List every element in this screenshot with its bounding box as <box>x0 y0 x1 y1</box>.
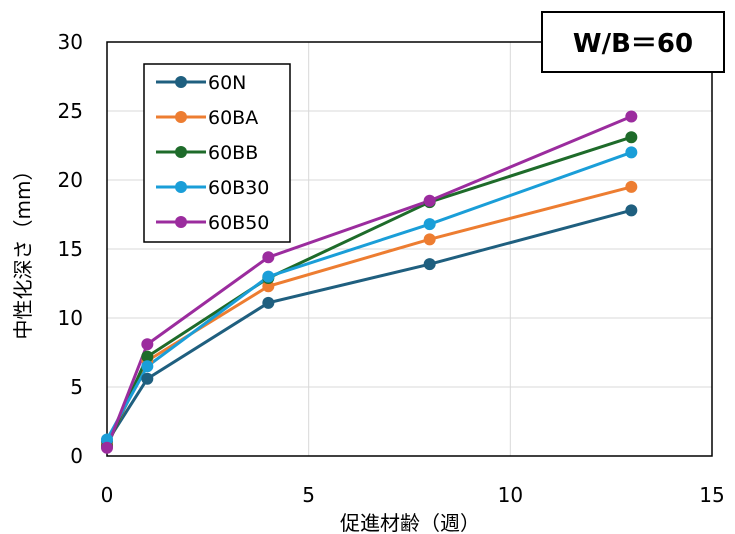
data-point-60B30 <box>423 218 436 231</box>
data-point-60B50 <box>625 110 638 123</box>
data-point-60BA <box>262 280 275 293</box>
y-tick-labels: 0 5 10 15 20 25 30 <box>58 30 83 468</box>
legend-items: 60N 60BA 60BB 60B30 60B50 <box>156 72 269 234</box>
series-points <box>101 110 638 454</box>
legend-label: 60BB <box>208 142 258 164</box>
data-point-60B50 <box>141 338 154 351</box>
y-tick-label: 30 <box>58 30 83 54</box>
data-point-60BA <box>625 180 638 193</box>
data-point-60B30 <box>101 433 113 446</box>
chart-title: W/B＝60 <box>573 29 693 59</box>
x-tick-labels: 0 5 10 15 <box>101 483 725 507</box>
y-tick-label: 25 <box>58 99 83 123</box>
data-point-60BA <box>423 233 436 246</box>
data-point-60B50 <box>262 251 275 264</box>
y-tick-label: 10 <box>58 306 83 330</box>
legend-label: 60B30 <box>208 177 269 199</box>
plot-area-border <box>106 41 713 457</box>
data-point-60N <box>141 372 154 385</box>
x-tick-label: 15 <box>699 483 724 507</box>
legend: 60N 60BA 60BB 60B30 60B50 <box>143 63 291 243</box>
data-point-60B50 <box>101 441 113 454</box>
title-box: W/B＝60 <box>541 11 725 73</box>
data-point-60BB <box>141 350 154 363</box>
x-tick-label: 10 <box>498 483 523 507</box>
data-point-60B30 <box>141 360 154 373</box>
data-point-60N <box>262 296 275 309</box>
legend-swatch-marker <box>175 146 187 158</box>
x-axis-title: 促進材齢（週） <box>340 511 480 534</box>
x-tick-label: 5 <box>302 483 315 507</box>
data-point-60B30 <box>262 270 275 283</box>
legend-label: 60N <box>208 72 246 94</box>
x-tick-label: 0 <box>101 483 114 507</box>
legend-label: 60BA <box>208 107 258 129</box>
legend-swatch-marker <box>175 216 187 228</box>
y-tick-label: 20 <box>58 168 83 192</box>
legend-swatch-marker <box>175 111 187 123</box>
legend-label: 60B50 <box>208 212 269 234</box>
y-tick-label: 15 <box>58 237 83 261</box>
legend-swatch-marker <box>175 181 187 193</box>
data-point-60BB <box>625 131 638 144</box>
legend-swatch-marker <box>175 76 187 88</box>
data-point-60N <box>423 258 436 271</box>
y-tick-label: 5 <box>70 375 83 399</box>
y-tick-label: 0 <box>70 444 83 468</box>
data-point-60B50 <box>423 194 436 207</box>
y-axis-title: 中性化深さ（mm） <box>11 161 35 340</box>
data-point-60N <box>625 204 638 217</box>
data-point-60B30 <box>625 146 638 159</box>
